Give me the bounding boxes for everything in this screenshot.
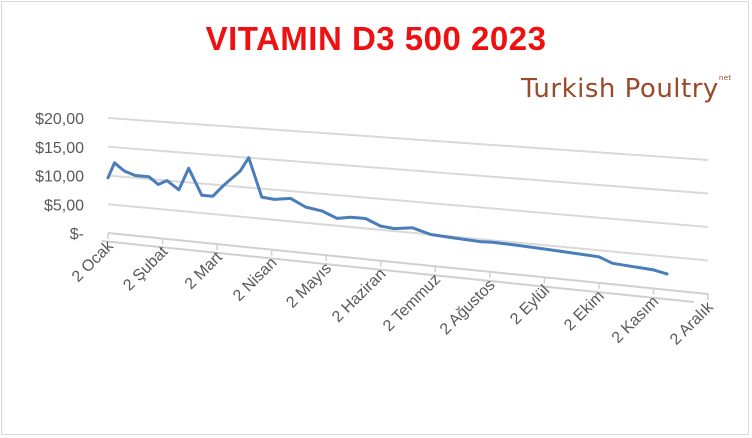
x-tick-label: 2 Aralık <box>667 298 717 348</box>
x-tick-label: 2 Ağustos <box>437 277 499 339</box>
gridline <box>107 203 709 262</box>
y-tick-label: $20,00 <box>35 111 84 128</box>
series-layer <box>106 156 669 276</box>
y-tick-label: $5,00 <box>44 197 84 214</box>
gridline <box>107 117 709 161</box>
turkish-poultry-logo: Turkish Poultrynet <box>521 74 732 104</box>
x-tick-label: 2 Mart <box>182 249 226 293</box>
y-tick-labels: $20,00 $15,00 $10,00 $5,00 $- <box>35 111 84 243</box>
y-tick-label: $10,00 <box>35 169 84 186</box>
x-tick-label: 2 Kasım <box>609 293 663 347</box>
x-tick-label: 2 Haziran <box>329 266 389 326</box>
x-tick-label: 2 Mayıs <box>283 260 335 312</box>
gridline <box>107 174 709 228</box>
x-tick-label: 2 Eylül <box>507 282 553 328</box>
gridlines <box>107 117 709 262</box>
y-tick-label: $15,00 <box>35 140 84 157</box>
series-line <box>106 156 669 276</box>
gridline <box>107 145 709 195</box>
logo-sub-text: net <box>718 74 732 82</box>
x-axis-line <box>107 232 709 295</box>
x-tick-label: 2 Temmuz <box>380 271 444 335</box>
logo-text: Turkish Poultry <box>521 74 719 104</box>
x-axis <box>101 232 709 303</box>
x-tick-label: 2 Şubat <box>120 243 171 294</box>
y-tick-label: $- <box>70 226 84 243</box>
x-axis-floor-line <box>101 240 695 303</box>
chart-title: VITAMIN D3 500 2023 <box>205 20 547 57</box>
x-tick-label: 2 Nisan <box>230 254 280 304</box>
x-tick-label: 2 Ekim <box>561 288 608 335</box>
x-tick-label: 2 Ocak <box>69 237 118 286</box>
